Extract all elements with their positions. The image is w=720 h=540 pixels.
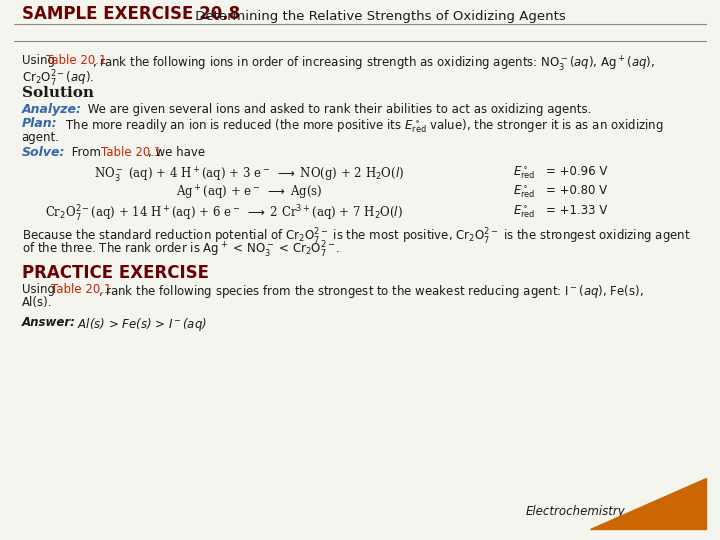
Text: The more readily an ion is reduced (the more positive its $E^\circ_\mathrm{red}$: The more readily an ion is reduced (the … <box>62 117 664 134</box>
Text: Analyze:: Analyze: <box>22 103 81 116</box>
Text: Using: Using <box>22 283 58 296</box>
Text: Plan:: Plan: <box>22 117 57 130</box>
Text: Al(s).: Al(s). <box>22 296 52 309</box>
Text: $E^\circ_\mathrm{red}$: $E^\circ_\mathrm{red}$ <box>513 184 535 200</box>
Text: SAMPLE EXERCISE 20.8: SAMPLE EXERCISE 20.8 <box>22 5 240 23</box>
Text: = +1.33 V: = +1.33 V <box>546 204 607 217</box>
Text: Cr$_2$O$_7^{2-}$($aq$).: Cr$_2$O$_7^{2-}$($aq$). <box>22 69 94 89</box>
Text: $E^\circ_\mathrm{red}$: $E^\circ_\mathrm{red}$ <box>513 204 535 220</box>
Text: Answer:: Answer: <box>22 316 76 329</box>
Text: Al(s) > Fe(s) > I$^-$($aq$): Al(s) > Fe(s) > I$^-$($aq$) <box>74 316 207 333</box>
Text: , we have: , we have <box>148 146 204 159</box>
Text: $E^\circ_\mathrm{red}$: $E^\circ_\mathrm{red}$ <box>513 165 535 181</box>
Text: , rank the following ions in order of increasing strength as oxidizing agents: N: , rank the following ions in order of in… <box>92 54 655 73</box>
Text: of the three. The rank order is Ag$^+$ < NO$_3^-$ < Cr$_2$O$_7^{2-}$.: of the three. The rank order is Ag$^+$ <… <box>22 240 340 260</box>
Text: Because the standard reduction potential of Cr$_2$O$_7^{2-}$ is the most positiv: Because the standard reduction potential… <box>22 227 690 247</box>
Text: Electrochemistry: Electrochemistry <box>526 505 626 518</box>
Text: , rank the following species from the strongest to the weakest reducing agent: I: , rank the following species from the st… <box>98 283 644 300</box>
Text: From: From <box>68 146 105 159</box>
Text: = +0.96 V: = +0.96 V <box>546 165 607 178</box>
Text: Solve:: Solve: <box>22 146 65 159</box>
Text: NO$_3^-$ (aq) + 4 H$^+$(aq) + 3 e$^-$ $\longrightarrow$ NO(g) + 2 H$_2$O($l$): NO$_3^-$ (aq) + 4 H$^+$(aq) + 3 e$^-$ $\… <box>94 165 404 184</box>
Text: We are given several ions and asked to rank their abilities to act as oxidizing : We are given several ions and asked to r… <box>84 103 591 116</box>
Text: Cr$_2$O$_7^{2-}$(aq) + 14 H$^+$(aq) + 6 e$^-$ $\longrightarrow$ 2 Cr$^{3+}$(aq) : Cr$_2$O$_7^{2-}$(aq) + 14 H$^+$(aq) + 6 … <box>45 204 403 224</box>
Text: Ag$^+$(aq) + e$^-$ $\longrightarrow$ Ag(s): Ag$^+$(aq) + e$^-$ $\longrightarrow$ Ag(… <box>176 184 323 202</box>
Text: PRACTICE EXERCISE: PRACTICE EXERCISE <box>22 264 209 281</box>
Text: Determining the Relative Strengths of Oxidizing Agents: Determining the Relative Strengths of Ox… <box>191 10 565 23</box>
Text: Using: Using <box>22 54 58 67</box>
Text: = +0.80 V: = +0.80 V <box>546 184 607 197</box>
Text: agent.: agent. <box>22 131 60 144</box>
Text: Table 20.1: Table 20.1 <box>101 146 161 159</box>
Text: Solution: Solution <box>22 86 94 100</box>
Text: Table 20.1: Table 20.1 <box>51 283 112 296</box>
Text: Table 20.1: Table 20.1 <box>46 54 107 67</box>
